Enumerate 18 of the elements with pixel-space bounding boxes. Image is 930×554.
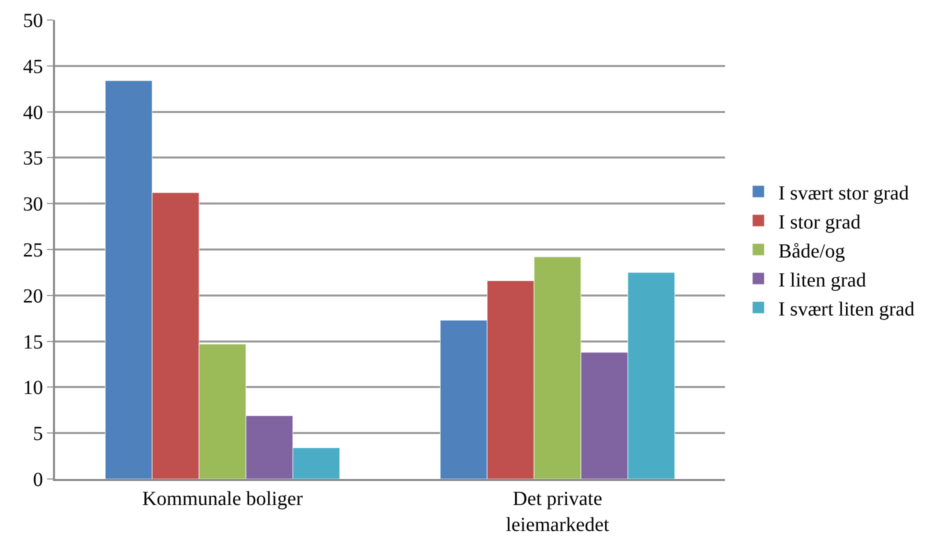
legend-label: Både/og bbox=[778, 240, 846, 262]
y-tick-label: 20 bbox=[23, 285, 43, 308]
legend-label: I svært liten grad bbox=[778, 298, 914, 320]
y-tick-label: 40 bbox=[23, 102, 43, 124]
y-tick-label: 15 bbox=[23, 331, 43, 354]
y-tick-label: 5 bbox=[33, 423, 43, 446]
legend-label: I stor grad bbox=[778, 211, 861, 234]
legend-label: I liten grad bbox=[778, 269, 866, 292]
y-tick-label: 45 bbox=[23, 56, 43, 78]
x-tick-label: Det private leiemarkedet bbox=[506, 488, 610, 536]
y-tick-label: 25 bbox=[23, 240, 43, 262]
x-tick-label: Kommunale boliger bbox=[142, 488, 304, 510]
y-tick-label: 50 bbox=[23, 10, 43, 32]
y-tick-label: 30 bbox=[23, 194, 43, 216]
y-tick-label: 10 bbox=[23, 377, 43, 400]
legend-label: I svært stor grad bbox=[778, 182, 909, 204]
y-tick-label: 0 bbox=[33, 469, 43, 491]
y-tick-label: 35 bbox=[23, 148, 43, 170]
